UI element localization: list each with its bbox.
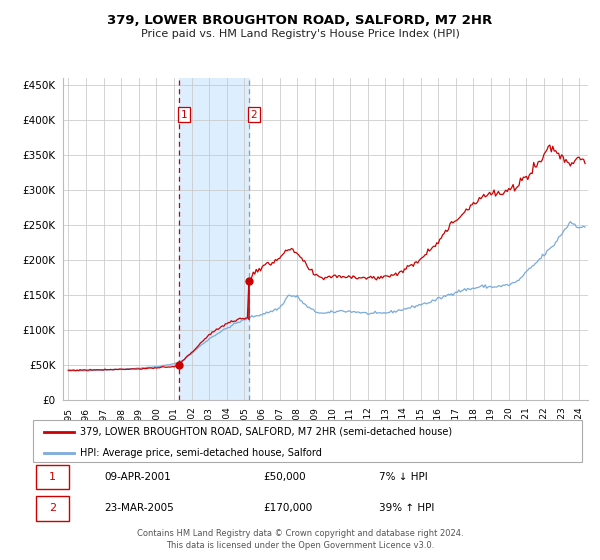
- Text: 23-MAR-2005: 23-MAR-2005: [104, 503, 174, 514]
- Text: Contains HM Land Registry data © Crown copyright and database right 2024.
This d: Contains HM Land Registry data © Crown c…: [137, 529, 463, 550]
- Text: 2: 2: [49, 503, 56, 514]
- Text: £170,000: £170,000: [263, 503, 313, 514]
- Text: 379, LOWER BROUGHTON ROAD, SALFORD, M7 2HR (semi-detached house): 379, LOWER BROUGHTON ROAD, SALFORD, M7 2…: [80, 427, 452, 437]
- FancyBboxPatch shape: [36, 496, 68, 521]
- Text: 1: 1: [181, 110, 187, 120]
- Text: Price paid vs. HM Land Registry's House Price Index (HPI): Price paid vs. HM Land Registry's House …: [140, 29, 460, 39]
- Bar: [179, 78, 248, 400]
- Text: 1: 1: [49, 472, 56, 482]
- Text: 09-APR-2001: 09-APR-2001: [104, 472, 171, 482]
- Text: 379, LOWER BROUGHTON ROAD, SALFORD, M7 2HR: 379, LOWER BROUGHTON ROAD, SALFORD, M7 2…: [107, 14, 493, 27]
- Text: £50,000: £50,000: [263, 472, 306, 482]
- Text: HPI: Average price, semi-detached house, Salford: HPI: Average price, semi-detached house,…: [80, 448, 322, 458]
- Text: 2: 2: [251, 110, 257, 120]
- Text: 39% ↑ HPI: 39% ↑ HPI: [379, 503, 434, 514]
- Text: 7% ↓ HPI: 7% ↓ HPI: [379, 472, 428, 482]
- FancyBboxPatch shape: [36, 465, 68, 489]
- FancyBboxPatch shape: [33, 420, 582, 462]
